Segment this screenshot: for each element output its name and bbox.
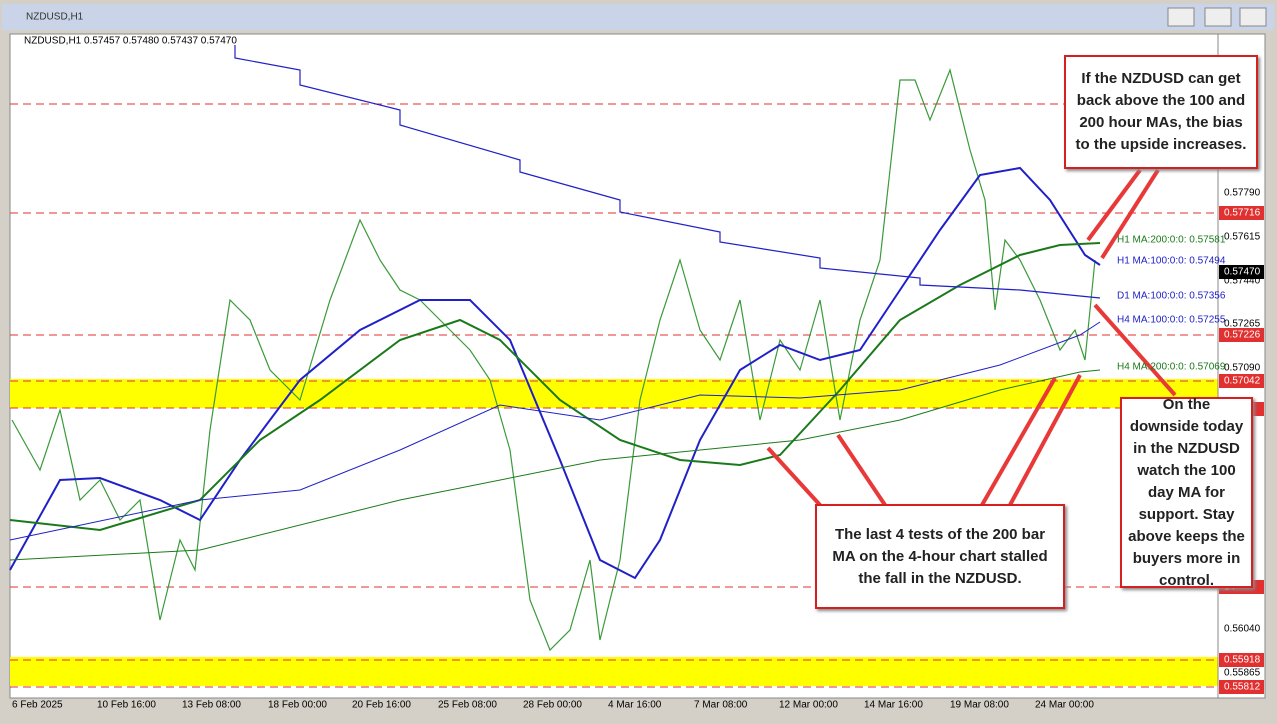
close-button[interactable]: [1239, 7, 1267, 27]
arrow: [836, 433, 887, 507]
arrows: [766, 168, 1177, 507]
annotation: On the downside today in the NZDUSD watc…: [1120, 396, 1253, 589]
ma-label: H1 MA:100:0:0: 0.57494: [1117, 256, 1226, 267]
arrow: [766, 446, 822, 507]
time-label: 28 Feb 00:00: [523, 700, 582, 711]
price-label: 0.57090: [1224, 363, 1261, 374]
level-label-bg: [1219, 374, 1264, 388]
time-label: 7 Mar 08:00: [694, 700, 748, 711]
price-label: 0.57265: [1224, 319, 1261, 330]
time-label: 14 Mar 16:00: [864, 700, 923, 711]
ma-label: H4 MA:200:0:0: 0.57069: [1117, 362, 1226, 373]
h1-ma100: [9, 166, 1101, 580]
arrow: [1008, 374, 1082, 506]
level-label: 0.57716: [1224, 208, 1261, 219]
level-label-bg: [1219, 328, 1264, 342]
window-title: NZDUSD,H1: [26, 12, 84, 23]
price-label: 0.57615: [1224, 232, 1261, 243]
level-label-bg: [1219, 653, 1264, 667]
time-label: 6 Feb 2025: [12, 700, 63, 711]
levels: [10, 103, 1218, 688]
level-label: 0.55812: [1224, 682, 1261, 693]
ma-label: H4 MA:100:0:0: 0.57255: [1117, 315, 1226, 326]
current-price: 0.57470: [1224, 267, 1261, 278]
title-bar: [2, 4, 1274, 30]
arrow: [1093, 303, 1177, 397]
time-label: 12 Mar 00:00: [779, 700, 838, 711]
level-label: 0.57042: [1224, 376, 1261, 387]
price-label: 0.55865: [1224, 668, 1261, 679]
level-label-bg: [1219, 206, 1264, 220]
time-label: 10 Feb 16:00: [97, 700, 156, 711]
time-label: 24 Mar 00:00: [1035, 700, 1094, 711]
ma-label: D1 MA:100:0:0: 0.57356: [1117, 291, 1226, 302]
current-price-bg: [1219, 265, 1264, 279]
time-label: 18 Feb 00:00: [268, 700, 327, 711]
level-label-bg: [1219, 680, 1264, 694]
time-label: 4 Mar 16:00: [608, 700, 662, 711]
h1-ma200: [9, 242, 1101, 532]
support-zone: [10, 657, 1218, 686]
price-label: 0.56040: [1224, 624, 1261, 635]
ma-label: H1 MA:200:0:0: 0.57581: [1117, 235, 1226, 246]
time-label: 13 Feb 08:00: [182, 700, 241, 711]
h4-ma100: [9, 321, 1101, 541]
arrow: [1100, 168, 1160, 260]
level-label: 0.57226: [1224, 330, 1261, 341]
arrow: [980, 377, 1057, 506]
time-label: 19 Mar 08:00: [950, 700, 1009, 711]
level-label: 0.55918: [1224, 655, 1261, 666]
price: [11, 68, 1096, 652]
annotation: The last 4 tests of the 200 bar MA on th…: [815, 504, 1065, 609]
annotation: If the NZDUSD can get back above the 100…: [1064, 55, 1258, 169]
support-zone: [10, 379, 1218, 408]
arrow: [1086, 168, 1142, 242]
maximize-button[interactable]: [1204, 7, 1232, 27]
time-label: 25 Feb 08:00: [438, 700, 497, 711]
chart-header: NZDUSD,H1 0.57457 0.57480 0.57437 0.5747…: [24, 36, 237, 47]
price-label: 0.57790: [1224, 188, 1261, 199]
d1-ma100: [234, 45, 1101, 299]
minimize-button[interactable]: [1167, 7, 1195, 27]
time-label: 20 Feb 16:00: [352, 700, 411, 711]
price-label: 0.57440: [1224, 276, 1261, 287]
